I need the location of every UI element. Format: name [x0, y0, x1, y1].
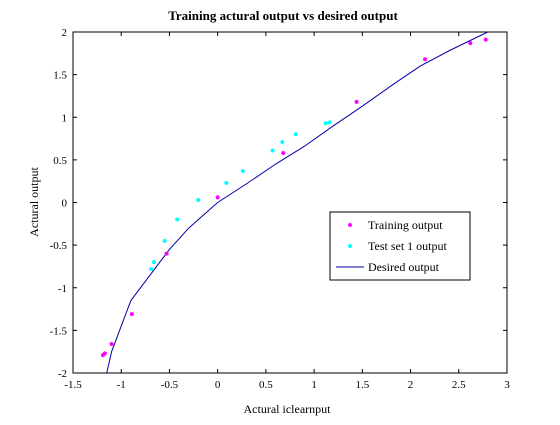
test-set-1-output-point: [240, 168, 245, 173]
plot-area: -1.5 -1 -0.5 0 0.5 1 1.5 2 2.5 3-2-1.5-1-0.500.51…: [50, 27, 511, 391]
test-set-1-output-point: [152, 260, 157, 265]
x-tick-label: 3: [504, 379, 510, 391]
desired-output-line: [106, 32, 488, 373]
test-set-1-output-point: [196, 197, 201, 202]
data-layer: [100, 32, 488, 373]
test-set-1-output-point: [224, 180, 229, 185]
test-set-1-output-point: [270, 148, 275, 153]
test-set-1-output-point: [149, 266, 154, 271]
legend: Training output Test set 1 output Desired …: [329, 211, 471, 281]
test-set-1-output-point: [327, 120, 332, 125]
x-axis-label: Actural iclearnput: [244, 402, 332, 416]
training-output-point: [164, 251, 169, 256]
training-output-point: [468, 41, 473, 46]
training-output-point: [129, 312, 134, 317]
legend-label-desired-output: Desired output: [368, 260, 440, 274]
y-tick-label: -0.5: [50, 240, 68, 252]
y-tick-label: 1.5: [53, 70, 67, 82]
legend-label-training-output: Training output: [368, 218, 443, 232]
legend-swatch-test-set-1-output: [348, 244, 352, 248]
x-tick-label: 0.5: [259, 379, 273, 391]
x-tick-label: -1: [117, 379, 126, 391]
legend-box: [329, 211, 471, 281]
test-set-1-output-point: [280, 139, 285, 144]
training-output-point: [354, 99, 359, 104]
y-tick-label: -1.5: [50, 325, 68, 337]
y-tick-label: -2: [58, 368, 67, 380]
training-output-point: [423, 57, 428, 62]
training-output-point: [281, 151, 286, 156]
training-output-point: [102, 351, 107, 356]
x-tick-label: 2: [408, 379, 414, 391]
y-tick-label: 0: [62, 198, 68, 210]
test-set-1-output-point: [162, 238, 167, 243]
legend-label-test-set-1-output: Test set 1 output: [368, 239, 447, 253]
test-set-1-output-point: [323, 121, 328, 126]
x-tick-label: 1.5: [355, 379, 369, 391]
y-axis-label: Actural output: [27, 167, 41, 237]
legend-swatch-training-output: [348, 223, 352, 227]
x-tick-label: -0.5: [161, 379, 179, 391]
training-output-point: [483, 37, 488, 42]
training-output-point: [109, 342, 114, 347]
y-tick-label: -1: [58, 283, 67, 295]
x-tick-label: 1: [311, 379, 317, 391]
x-tick-label: 2.5: [452, 379, 466, 391]
axes-box: [72, 31, 508, 374]
y-tick-label: 2: [62, 27, 68, 39]
training-output-point: [215, 195, 220, 200]
test-set-1-output-point: [175, 217, 180, 222]
y-tick-label: 0.5: [53, 155, 67, 167]
x-tick-label: 0: [215, 379, 221, 391]
test-set-1-output-point: [293, 132, 298, 137]
chart-title: Training actural output vs desired outpu…: [168, 8, 398, 23]
y-tick-label: 1: [62, 112, 68, 124]
x-tick-label: -1.5: [64, 379, 82, 391]
